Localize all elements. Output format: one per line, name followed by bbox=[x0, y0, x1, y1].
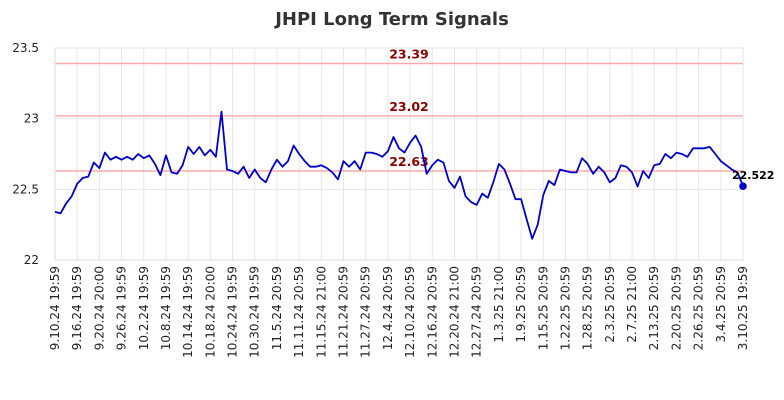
last-value-label: 22.522 bbox=[732, 169, 774, 182]
x-tick-label: 1.22.25 20:59 bbox=[558, 266, 572, 350]
x-tick-label: 2.7.25 21:00 bbox=[625, 266, 639, 343]
x-tick-label: 2.13.25 20:59 bbox=[647, 266, 661, 350]
x-tick-label: 9.26.24 19:59 bbox=[115, 266, 129, 350]
axes: 22 22.5 23 23.5 9.10.24 19:59 9.16.24 19:59 9.… bbox=[12, 41, 750, 358]
x-tick-label: 11.15.24 21:00 bbox=[314, 266, 328, 358]
x-tick-label: 10.2.24 19:59 bbox=[137, 266, 151, 350]
y-tick-label: 22 bbox=[24, 253, 39, 267]
signal-levels: 23.39 23.02 22.63 bbox=[55, 47, 743, 172]
x-tick-label: 2.20.25 20:59 bbox=[669, 266, 683, 350]
chart-title: JHPI Long Term Signals bbox=[273, 9, 509, 30]
x-tick-label: 10.24.24 19:59 bbox=[226, 266, 240, 358]
grid bbox=[54, 47, 744, 261]
x-tick-label: 1.3.25 21:00 bbox=[492, 266, 506, 343]
signal-level-label: 22.63 bbox=[389, 154, 429, 169]
x-tick-label: 10.14.24 19:59 bbox=[181, 266, 195, 358]
x-tick-label: 12.16.24 20:59 bbox=[425, 266, 439, 358]
signal-level-label: 23.39 bbox=[389, 47, 429, 62]
y-tick-label: 23 bbox=[24, 112, 39, 126]
x-tick-label: 9.10.24 19:59 bbox=[48, 266, 62, 350]
x-tick-label: 11.21.24 20:59 bbox=[337, 266, 351, 358]
x-tick-label: 1.28.25 20:59 bbox=[581, 266, 595, 350]
y-tick-label: 23.5 bbox=[12, 41, 39, 55]
x-tick-label: 11.5.24 20:59 bbox=[270, 266, 284, 350]
x-tick-label: 12.20.24 21:00 bbox=[447, 266, 461, 358]
price-line bbox=[54, 110, 744, 240]
x-tick-label: 2.26.25 20:59 bbox=[692, 266, 706, 350]
x-tick-label: 1.15.25 20:59 bbox=[536, 266, 550, 350]
x-tick-label: 11.11.24 20:59 bbox=[292, 266, 306, 358]
x-tick-label: 10.18.24 20:00 bbox=[203, 266, 217, 358]
y-tick-label: 22.5 bbox=[12, 182, 39, 196]
x-tick-label: 2.3.25 20:59 bbox=[603, 266, 617, 343]
x-tick-label: 12.4.24 20:59 bbox=[381, 266, 395, 350]
last-value-point bbox=[739, 182, 747, 191]
signal-level-label: 23.02 bbox=[389, 99, 429, 114]
x-tick-label: 11.27.24 20:59 bbox=[359, 266, 373, 358]
x-tick-label: 9.16.24 19:59 bbox=[70, 266, 84, 350]
x-tick-label: 12.10.24 20:59 bbox=[403, 266, 417, 358]
series-layer: 22.522 bbox=[54, 110, 774, 240]
x-tick-label: 1.9.25 20:59 bbox=[514, 266, 528, 343]
x-tick-label: 3.4.25 20:59 bbox=[714, 266, 728, 343]
x-tick-label: 12.27.24 20:59 bbox=[470, 266, 484, 358]
x-tick-label: 9.20.24 20:00 bbox=[92, 266, 106, 350]
x-tick-label: 3.10.25 19:59 bbox=[736, 266, 750, 350]
x-tick-label: 10.8.24 19:59 bbox=[159, 266, 173, 350]
x-tick-label: 10.30.24 19:59 bbox=[248, 266, 262, 358]
